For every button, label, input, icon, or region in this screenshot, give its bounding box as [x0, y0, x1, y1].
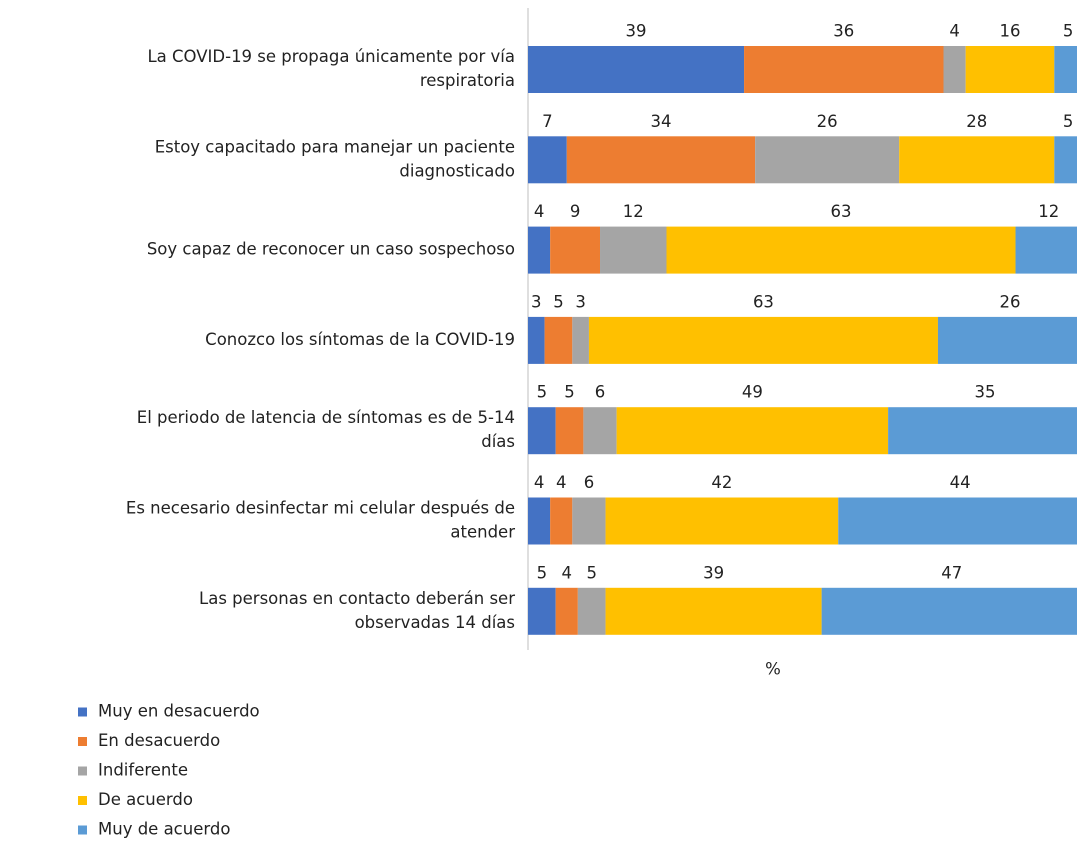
bar-segment [605, 587, 822, 635]
value-label: 12 [1038, 202, 1059, 221]
bar-segment [528, 226, 551, 274]
bar-segment [550, 226, 601, 274]
category-label: atender [450, 523, 515, 542]
category-label: días [481, 432, 515, 451]
legend-swatch [78, 766, 87, 776]
value-label: 44 [950, 473, 971, 492]
value-label: 5 [1063, 22, 1074, 41]
bar-segment [1054, 136, 1077, 184]
value-label: 5 [537, 563, 548, 582]
bar-segment [821, 587, 1077, 635]
bar-segment [1015, 226, 1077, 274]
bar-segment [555, 407, 584, 455]
value-label: 39 [703, 563, 724, 582]
value-label: 47 [941, 563, 962, 582]
value-label: 16 [999, 22, 1020, 41]
value-label: 12 [623, 202, 644, 221]
value-label: 39 [626, 22, 647, 41]
value-label: 63 [753, 292, 774, 311]
value-label: 5 [537, 383, 548, 402]
value-label: 7 [542, 112, 553, 131]
bar-segment [528, 316, 545, 364]
legend-swatch [78, 825, 87, 835]
bar-segment [528, 497, 551, 545]
category-label: Estoy capacitado para manejar un pacient… [155, 137, 515, 156]
bar-segment [899, 136, 1055, 184]
value-label: 3 [575, 292, 586, 311]
category-label: diagnosticado [399, 161, 515, 180]
bar-segment [838, 497, 1077, 545]
bar-segment [888, 407, 1077, 455]
bar-segment [937, 316, 1077, 364]
value-label: 4 [562, 563, 573, 582]
bar-segment [572, 316, 589, 364]
category-label: Las personas en contacto deberán ser [199, 589, 515, 608]
bar-segment [744, 46, 944, 93]
value-label: 4 [534, 202, 545, 221]
bar-segment [550, 497, 573, 545]
bar-segment [600, 226, 667, 274]
bar-segment [528, 587, 556, 635]
bar-segment [755, 136, 900, 184]
bar-segment [528, 136, 567, 184]
bar-segment [566, 136, 756, 184]
category-label: Soy capaz de reconocer un caso sospechos… [147, 240, 515, 259]
legend-label: En desacuerdo [98, 731, 220, 750]
value-label: 5 [1063, 112, 1074, 131]
bar-segment [605, 497, 839, 545]
value-label: 34 [650, 112, 671, 131]
value-label: 5 [586, 563, 597, 582]
bar-segment [528, 407, 556, 455]
value-label: 36 [833, 22, 854, 41]
x-axis-label: % [765, 660, 781, 679]
bar-segment [943, 46, 966, 93]
legend-label: Indiferente [98, 761, 188, 780]
value-label: 4 [556, 473, 567, 492]
category-label: Conozco los síntomas de la COVID-19 [205, 330, 515, 349]
legend-label: Muy en desacuerdo [98, 702, 260, 721]
bar-segment [583, 407, 617, 455]
value-label: 5 [564, 383, 575, 402]
category-label: El periodo de latencia de síntomas es de… [137, 408, 515, 427]
value-label: 6 [595, 383, 606, 402]
value-label: 63 [831, 202, 852, 221]
bar-segment [666, 226, 1016, 274]
value-label: 3 [531, 292, 542, 311]
value-label: 26 [817, 112, 838, 131]
value-label: 42 [711, 473, 732, 492]
legend-swatch [78, 707, 87, 717]
bar-segment [528, 46, 745, 93]
value-label: 28 [966, 112, 987, 131]
value-label: 49 [742, 383, 763, 402]
bar-segment [572, 497, 606, 545]
value-label: 26 [999, 292, 1020, 311]
value-label: 9 [570, 202, 581, 221]
bar-segment [588, 316, 938, 364]
bar-segment [577, 587, 606, 635]
legend-swatch [78, 737, 87, 746]
value-label: 5 [553, 292, 564, 311]
value-label: 35 [975, 383, 996, 402]
legend-label: Muy de acuerdo [98, 820, 230, 839]
bar-segment [965, 46, 1055, 93]
bar-segment [616, 407, 889, 455]
category-label: respiratoria [420, 71, 515, 90]
value-label: 4 [949, 22, 960, 41]
bar-segment [1054, 46, 1077, 93]
value-label: 6 [584, 473, 595, 492]
category-label: Es necesario desinfectar mi celular desp… [126, 499, 515, 518]
bar-segment [544, 316, 573, 364]
value-label: 4 [534, 473, 545, 492]
bar-segment [555, 587, 578, 635]
legend-swatch [78, 796, 87, 805]
category-label: La COVID-19 se propaga únicamente por ví… [147, 47, 515, 66]
legend-label: De acuerdo [98, 790, 193, 809]
category-label: observadas 14 días [355, 613, 515, 632]
